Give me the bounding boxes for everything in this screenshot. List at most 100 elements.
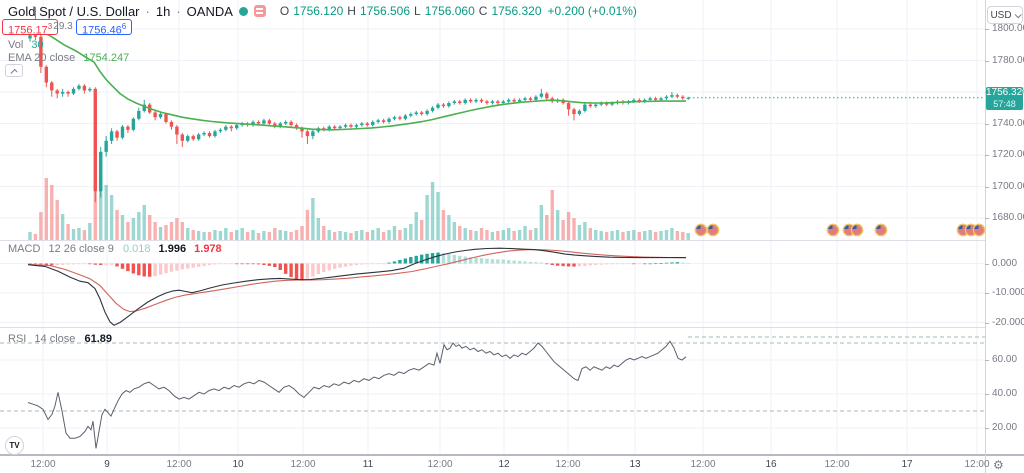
bid-price-fraction: 3 <box>47 22 53 31</box>
axis-tick <box>985 293 989 294</box>
time-tick-label[interactable]: 17 <box>901 459 913 470</box>
market-notes-icon[interactable] <box>253 5 266 17</box>
collapse-legend-button[interactable] <box>5 64 23 77</box>
market-status-dot-icon <box>238 6 248 16</box>
currency-selector-button[interactable]: USD <box>987 6 1023 24</box>
time-tick-label[interactable]: 12:00 <box>290 459 316 470</box>
economic-event-flag-icon[interactable] <box>826 223 840 237</box>
sell-bid-button[interactable]: 1756.173 <box>2 19 59 37</box>
time-tick-label[interactable]: 13 <box>629 459 641 470</box>
interval-label[interactable]: 1h <box>155 3 171 19</box>
separator-dot: · <box>145 3 150 19</box>
axis-tick <box>985 263 989 265</box>
last-price-badge[interactable]: 1756.320 57:48 <box>986 87 1024 110</box>
buy-ask-button[interactable]: 1756.466 <box>76 19 133 37</box>
economic-event-flag-icon[interactable] <box>850 223 864 237</box>
rsi-legend[interactable]: RSI 14 close 61.89 <box>8 333 112 345</box>
time-tick-label[interactable]: 12:00 <box>824 459 850 470</box>
high-value: 1756.506 <box>359 4 411 18</box>
macd-hist-value: 0.018 <box>122 243 151 255</box>
macd-line <box>27 247 686 326</box>
time-tick-label[interactable]: 12 <box>498 459 510 470</box>
symbol-title[interactable]: Gold Spot / U.S. Dollar <box>8 3 140 19</box>
time-tick-label[interactable]: 9 <box>104 459 110 470</box>
rsi-bands <box>0 336 985 412</box>
price-axis-label[interactable]: -10.000 <box>992 287 1024 298</box>
time-tick-label[interactable]: 12:00 <box>555 459 581 470</box>
price-axis-label[interactable]: 0.000 <box>992 257 1018 269</box>
bar-countdown: 57:48 <box>993 99 1016 109</box>
price-axis-label[interactable]: 1820.000 <box>992 0 1024 3</box>
time-tick-label[interactable]: 12:00 <box>964 459 990 470</box>
rsi-label: RSI <box>8 333 27 345</box>
axis-tick <box>985 428 989 429</box>
time-tick-label[interactable]: 12:00 <box>166 459 192 470</box>
tradingview-logo[interactable]: TV <box>5 436 24 455</box>
macd-line-value: 1.996 <box>158 243 187 255</box>
axis-tick <box>985 218 989 219</box>
volume-label: Vol <box>8 39 24 51</box>
open-label: O <box>279 4 290 18</box>
time-tick-label[interactable]: 12:00 <box>690 459 716 470</box>
axis-tick <box>985 123 989 125</box>
ema-line <box>27 25 686 131</box>
price-axis-label[interactable]: 20.00 <box>992 422 1018 433</box>
price-axis[interactable]: 1820.0001800.0001780.0001760.0001740.000… <box>985 0 1024 473</box>
axis-tick <box>985 29 989 30</box>
time-tick-label[interactable]: 12:00 <box>30 459 56 470</box>
price-axis-label[interactable]: 60.00 <box>992 354 1018 365</box>
price-axis-label[interactable]: 1780.000 <box>992 54 1024 66</box>
volume-bars <box>28 173 690 240</box>
close-label: C <box>478 4 488 18</box>
volume-value: 30 <box>31 39 44 51</box>
ohlc-readout: O 1756.120 H 1756.506 L 1756.060 C 1756.320 … <box>280 4 637 18</box>
macd-legend[interactable]: MACD 12 26 close 9 0.018 1.996 1.978 <box>8 243 222 255</box>
bid-price: 1756.17 <box>8 24 48 37</box>
economic-event-flag-icon[interactable] <box>972 223 986 237</box>
axis-tick <box>985 394 989 395</box>
price-axis-label[interactable]: 1720.000 <box>992 149 1024 160</box>
ask-price: 1756.46 <box>82 24 122 37</box>
time-tick-label[interactable]: 11 <box>362 459 374 470</box>
ema-legend[interactable]: EMA 20 close 1754.247 <box>8 52 129 64</box>
price-axis-label[interactable]: 40.00 <box>992 388 1018 399</box>
economic-event-flag-icon[interactable] <box>694 223 708 237</box>
open-value: 1756.120 <box>293 4 344 18</box>
time-axis[interactable]: 12:00 9 12:00 10 12:00 11 12:00 12 12:00 13 12:00 1… <box>0 456 1024 473</box>
macd-histogram <box>28 252 690 281</box>
price-axis-label[interactable]: 1700.000 <box>992 180 1024 192</box>
ema-value: 1754.247 <box>83 52 130 64</box>
time-tick-label[interactable]: 12:00 <box>427 459 453 470</box>
high-label: H <box>347 4 356 18</box>
change-value: +0.200 (+0.01%) <box>547 4 637 18</box>
symbol-header[interactable]: Gold Spot / U.S. Dollar · 1h · OANDA O 17… <box>8 3 637 19</box>
macd-label: MACD <box>8 243 41 255</box>
macd-signal-value: 1.978 <box>194 243 222 255</box>
axis-tick <box>985 155 989 156</box>
economic-event-flag-icon[interactable] <box>706 223 720 237</box>
price-axis-label[interactable]: -20.000 <box>992 316 1024 328</box>
price-axis-label[interactable]: 1680.000 <box>992 212 1024 223</box>
settings-gear-icon[interactable]: ⚙ <box>993 458 1004 472</box>
close-value: 1756.320 <box>491 4 542 18</box>
axis-tick <box>985 322 989 324</box>
last-price-value: 1756.320 <box>986 87 1024 98</box>
price-axis-label[interactable]: 1740.000 <box>992 117 1024 129</box>
volume-legend[interactable]: Vol 30 <box>8 39 44 51</box>
currency-label: USD <box>990 9 1012 21</box>
axis-tick <box>985 360 989 361</box>
exchange-label: OANDA <box>186 3 233 19</box>
separator-dot: · <box>176 3 181 19</box>
rsi-value: 61.89 <box>84 333 112 345</box>
time-tick-label[interactable]: 16 <box>765 459 777 470</box>
candles-layer <box>28 6 690 203</box>
ask-price-fraction: 6 <box>121 22 127 31</box>
rsi-params: 14 close <box>34 333 76 345</box>
chevron-up-icon <box>10 68 18 76</box>
time-tick-label[interactable]: 10 <box>232 459 244 470</box>
price-axis-label[interactable]: 1800.000 <box>992 23 1024 34</box>
rsi-line <box>27 340 687 449</box>
economic-event-flag-icon[interactable] <box>874 223 888 237</box>
